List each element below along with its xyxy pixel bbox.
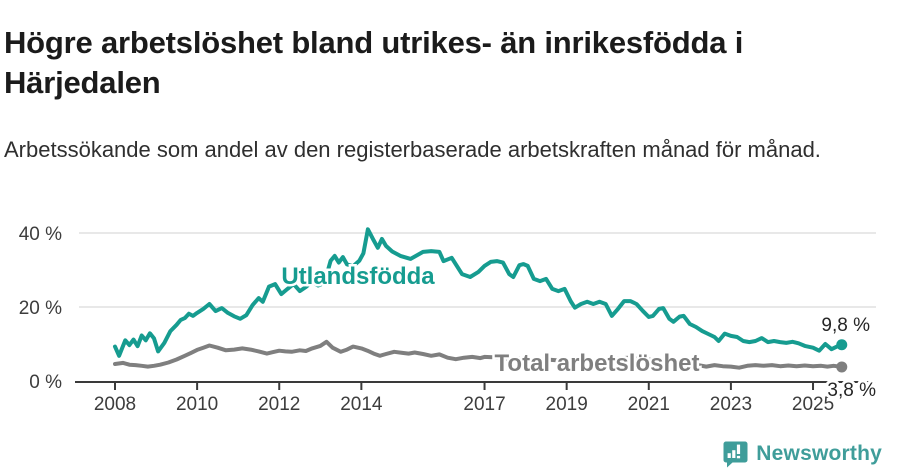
x-tick-label: 2008: [94, 394, 136, 415]
x-tick-label: 2017: [463, 394, 505, 415]
x-tick-label: 2014: [340, 394, 383, 415]
newsworthy-logo-icon: [723, 441, 748, 468]
series-line-utlandsfodda: [113, 227, 844, 358]
x-tick-label: 2012: [258, 394, 300, 415]
series-label-total: Total arbetslöshet: [495, 350, 700, 377]
x-tick-label: 2019: [546, 394, 588, 415]
x-tick-label: 2010: [176, 394, 218, 415]
newsworthy-branding[interactable]: Newsworthy: [722, 440, 882, 468]
chart-title: Högre arbetslöshet bland utrikes- än inr…: [4, 24, 744, 100]
x-tick-label: 2023: [710, 394, 752, 415]
series-label-utlandsfodda: Utlandsfödda: [281, 263, 435, 290]
series-end-dot-utlandsfodda: [836, 339, 848, 351]
series-end-dot-total: [836, 361, 848, 373]
y-tick-label: 0 %: [29, 372, 62, 393]
end-value-label-utlandsfodda: 9,8 %: [821, 315, 870, 336]
y-tick-label: 20 %: [19, 298, 62, 319]
series-line-total: [113, 339, 844, 370]
y-tick-label: 40 %: [19, 224, 62, 245]
newsworthy-logo-text: Newsworthy: [756, 442, 882, 465]
x-tick-label: 2021: [628, 394, 670, 415]
x-tick-label: 2025: [792, 394, 834, 415]
chart-subtitle: Arbetssökande som andel av den registerb…: [4, 137, 821, 162]
end-value-label-total: 3,8 %: [827, 380, 876, 401]
